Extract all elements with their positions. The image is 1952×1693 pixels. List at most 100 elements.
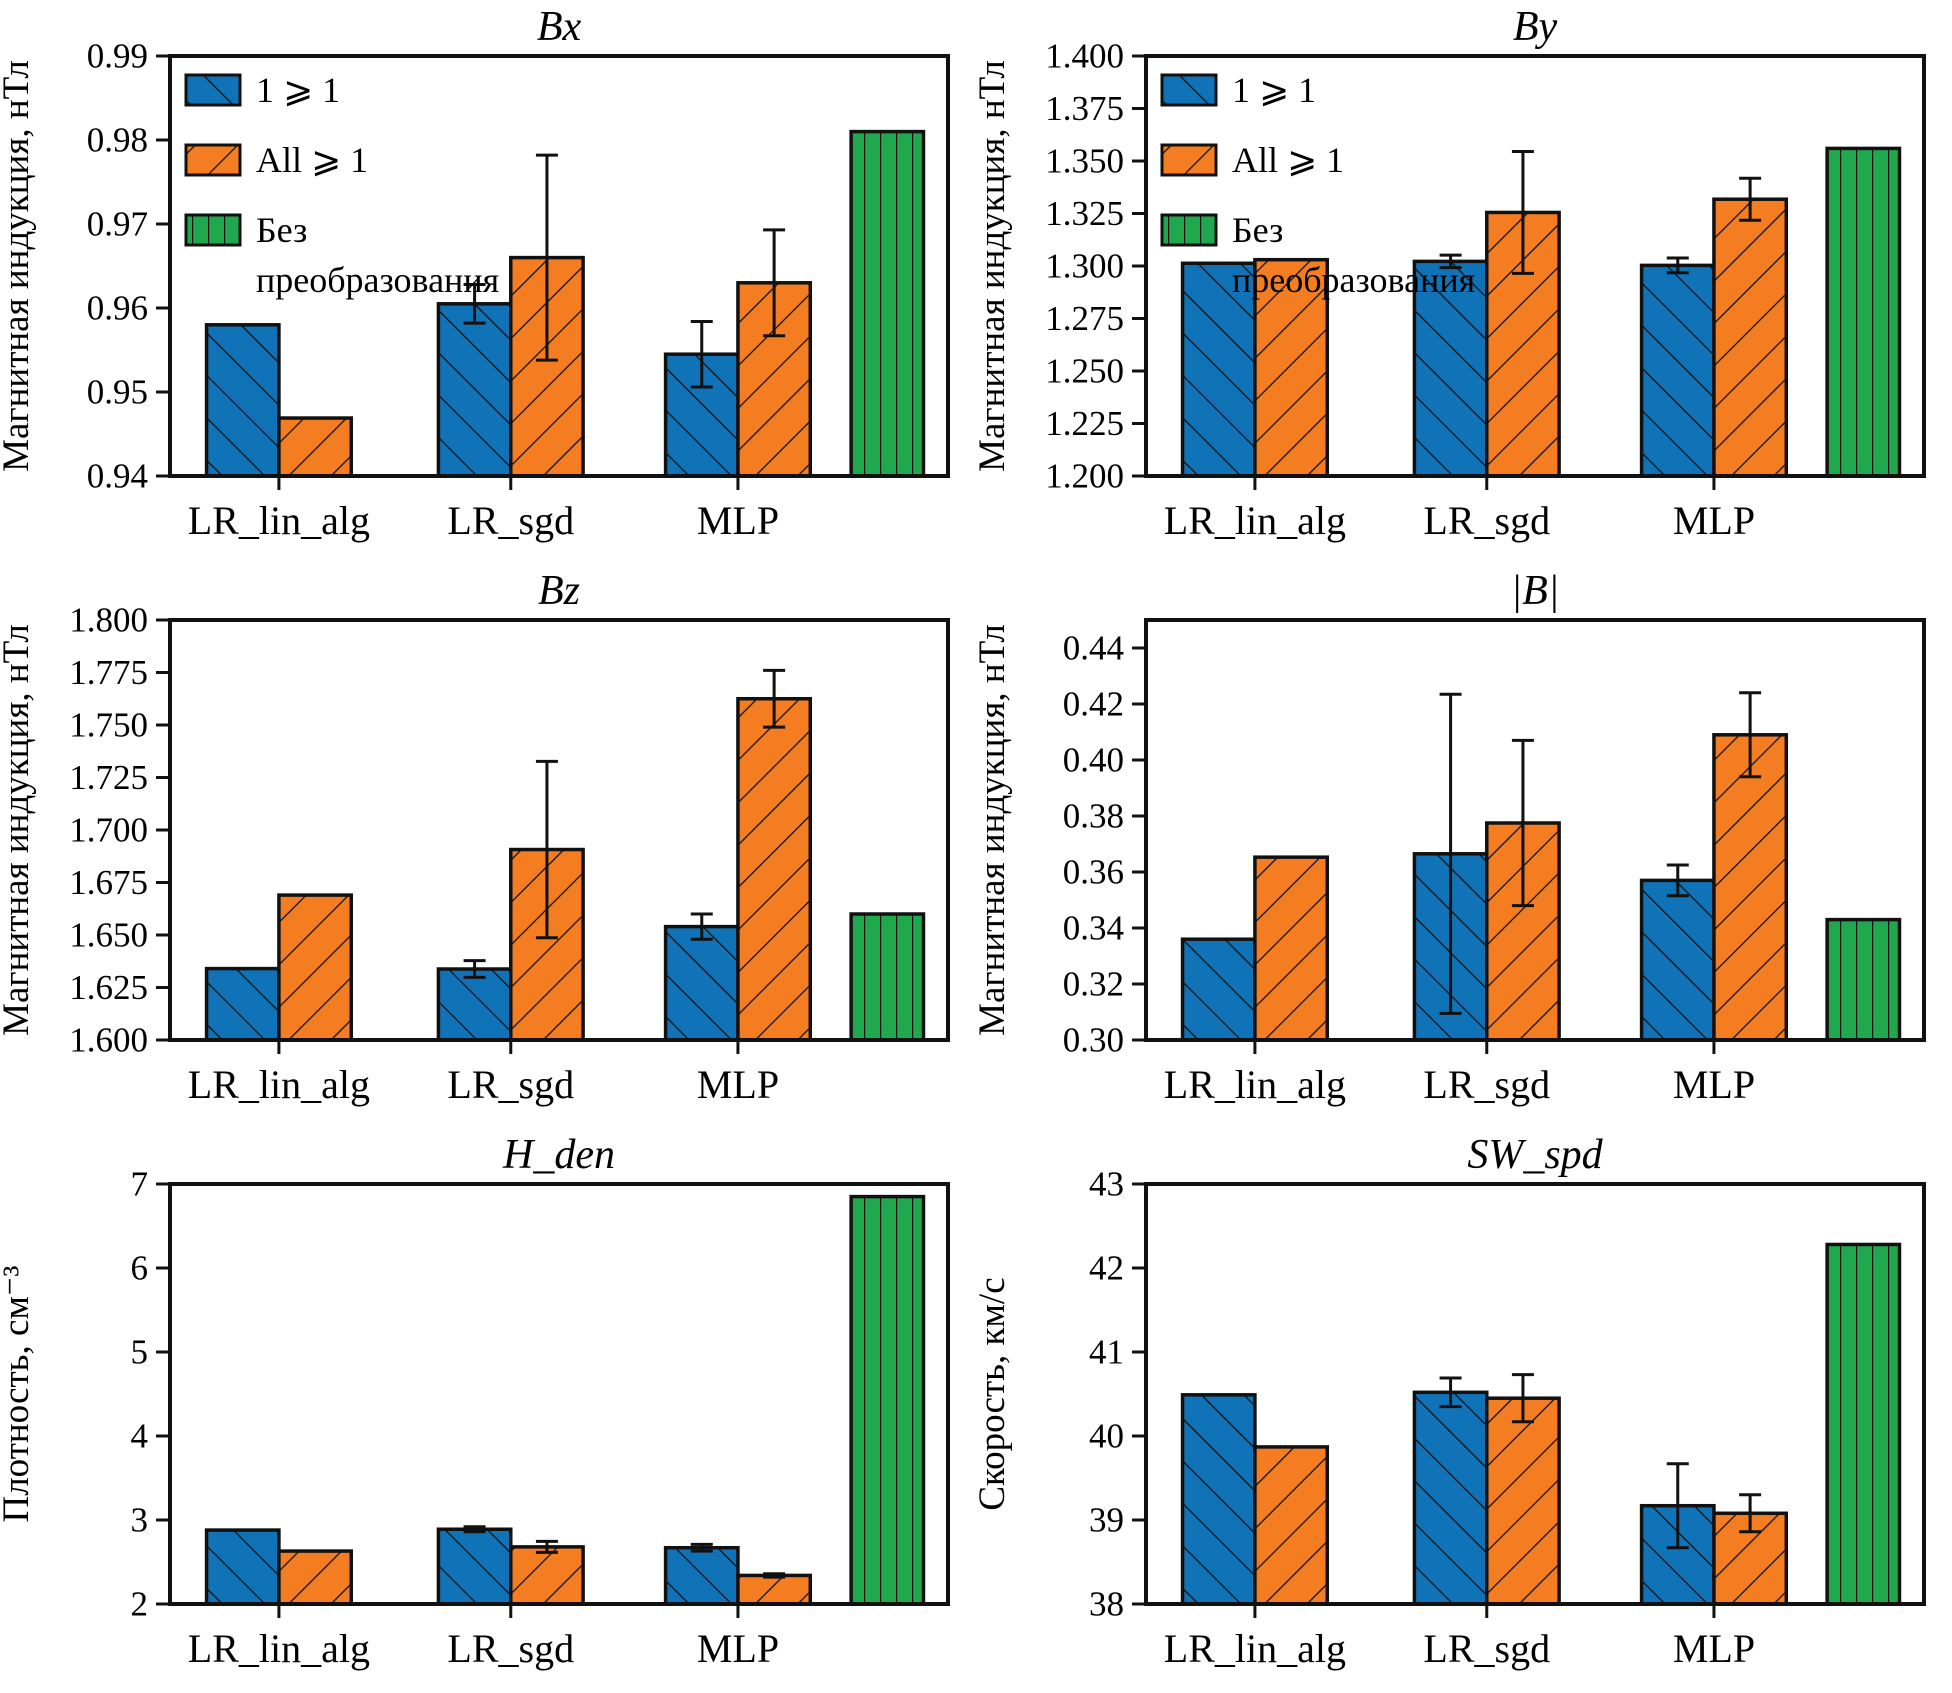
error-bar-series2-LR_sgd xyxy=(535,1539,558,1554)
x-category-label: MLP xyxy=(1673,498,1755,543)
y-tick-label: 40 xyxy=(1089,1417,1124,1456)
y-tick-label: 1.775 xyxy=(69,653,148,692)
legend-label: преобразования xyxy=(1232,260,1475,300)
bar-series1-LR_sgd xyxy=(436,302,513,478)
error-bars xyxy=(463,153,786,389)
bar-series2-LR_lin_alg xyxy=(1253,1445,1330,1606)
bar-series1-MLP xyxy=(1639,878,1716,1042)
y-tick-label: 0.38 xyxy=(1063,797,1124,836)
error-bar-series1-LR_sgd xyxy=(1439,692,1462,1015)
x-category-label: LR_sgd xyxy=(447,498,574,543)
bar-series1-MLP xyxy=(1639,263,1716,478)
x-axis: LR_lin_alg LR_sgd MLP xyxy=(1164,1040,1755,1107)
y-axis: 2 3 4 5 6 7 xyxy=(131,1165,170,1624)
bars xyxy=(204,1194,926,1606)
legend-label: 1 ⩾ 1 xyxy=(256,70,340,110)
chart-sw-spd-canvas: 38 39 40 41 42 43 LR_lin_alg LR_sgd MLP SW_spd Ско… xyxy=(976,1132,1926,1671)
y-tick-label: 4 xyxy=(131,1417,149,1456)
x-category-label: MLP xyxy=(697,1062,779,1107)
chart-bx: 0.94 0.95 0.96 0.97 0.98 0.99 LR_lin_alg LR_sgd… xyxy=(0,0,976,564)
x-category-label: LR_sgd xyxy=(1423,1062,1550,1107)
bar-series3-baseline xyxy=(849,912,926,1042)
chart-by-canvas: 1.200 1.225 1.250 1.275 1.300 1.325 1.350 1.375… xyxy=(976,4,1926,543)
x-category-label: LR_sgd xyxy=(1423,498,1550,543)
legend-swatch xyxy=(1160,213,1218,247)
legend-label: преобразования xyxy=(256,260,499,300)
y-axis: 38 39 40 41 42 43 xyxy=(1089,1165,1146,1624)
y-tick-label: 43 xyxy=(1089,1165,1124,1204)
chart-title: Bz xyxy=(538,568,580,614)
error-bar-series1-LR_sgd xyxy=(463,959,486,979)
bar-series2-MLP xyxy=(1712,197,1789,478)
x-category-label: MLP xyxy=(1673,1062,1755,1107)
y-tick-label: 0.94 xyxy=(87,457,148,496)
plot-frame xyxy=(168,54,950,478)
x-category-label: LR_lin_alg xyxy=(1164,1626,1346,1671)
bar-series3-baseline xyxy=(849,1194,926,1606)
y-tick-label: 1.350 xyxy=(1045,142,1124,181)
bar-series1-LR_lin_alg xyxy=(204,1528,281,1606)
y-tick-label: 0.30 xyxy=(1063,1021,1124,1060)
y-tick-label: 0.96 xyxy=(87,289,148,328)
legend-label: All ⩾ 1 xyxy=(1232,140,1344,180)
y-tick-label: 0.98 xyxy=(87,121,148,160)
y-tick-label: 0.36 xyxy=(1063,853,1124,892)
legend: 1 ⩾ 1 All ⩾ 1 Без преобразования xyxy=(1160,70,1475,300)
chart-title: |B| xyxy=(1511,568,1560,614)
y-tick-label: 2 xyxy=(131,1585,149,1624)
legend-swatch xyxy=(184,143,242,177)
y-tick-label: 1.650 xyxy=(69,916,148,955)
chart-bx-canvas: 0.94 0.95 0.96 0.97 0.98 0.99 LR_lin_alg LR_sgd… xyxy=(0,4,950,543)
bar-series2-MLP xyxy=(736,1573,813,1606)
bars xyxy=(1180,146,1902,478)
y-tick-label: 38 xyxy=(1089,1585,1124,1624)
bars xyxy=(204,697,926,1042)
y-axis-label: Плотность, см⁻³ xyxy=(0,1265,37,1522)
error-bar-series1-LR_sgd xyxy=(463,1525,486,1534)
y-tick-label: 1.400 xyxy=(1045,37,1124,76)
error-bar-series2-LR_sgd xyxy=(535,759,558,940)
x-category-label: LR_lin_alg xyxy=(1164,498,1346,543)
x-axis: LR_lin_alg LR_sgd MLP xyxy=(1164,1604,1755,1671)
error-bar-series1-MLP xyxy=(690,1542,713,1553)
bars xyxy=(204,129,926,478)
error-bar-series1-LR_sgd xyxy=(1439,1376,1462,1409)
y-tick-label: 1.675 xyxy=(69,863,148,902)
y-axis: 1.200 1.225 1.250 1.275 1.300 1.325 1.350 1.375… xyxy=(1045,37,1146,496)
bar-series1-LR_sgd xyxy=(436,967,513,1042)
y-tick-label: 0.95 xyxy=(87,373,148,412)
error-bars xyxy=(463,668,786,979)
x-axis: LR_lin_alg LR_sgd MLP xyxy=(188,1040,779,1107)
legend-item: 1 ⩾ 1 xyxy=(184,70,340,110)
error-bar-series2-MLP xyxy=(763,668,786,729)
y-tick-label: 5 xyxy=(131,1333,149,1372)
y-tick-label: 41 xyxy=(1089,1333,1124,1372)
error-bar-series1-MLP xyxy=(1666,863,1689,898)
x-category-label: LR_sgd xyxy=(447,1626,574,1671)
y-tick-label: 1.300 xyxy=(1045,247,1124,286)
chart-b-abs-canvas: 0.30 0.32 0.34 0.36 0.38 0.40 0.42 0.44 LR_lin_a… xyxy=(976,568,1926,1107)
legend-swatch xyxy=(184,213,242,247)
x-category-label: MLP xyxy=(1673,1626,1755,1671)
legend-label: 1 ⩾ 1 xyxy=(1232,70,1316,110)
bar-series2-MLP xyxy=(1712,733,1789,1042)
x-category-label: LR_lin_alg xyxy=(1164,1062,1346,1107)
y-axis-label: Магнитная индукция, нТл xyxy=(0,624,37,1036)
chart-title: H_den xyxy=(502,1132,615,1178)
chart-h-den: 2 3 4 5 6 7 LR_lin_alg LR_sgd MLP H_den Плотность,… xyxy=(0,1128,976,1692)
x-category-label: LR_lin_alg xyxy=(188,498,370,543)
bar-series2-LR_sgd xyxy=(509,1545,585,1606)
bar-series1-LR_lin_alg xyxy=(1180,937,1257,1042)
y-tick-label: 1.275 xyxy=(1045,299,1124,338)
y-tick-label: 1.600 xyxy=(69,1021,148,1060)
y-tick-label: 1.800 xyxy=(69,601,148,640)
bar-series2-MLP xyxy=(736,697,813,1042)
legend-item: Без преобразования xyxy=(1160,210,1475,300)
bar-series2-LR_lin_alg xyxy=(277,1549,354,1606)
y-axis: 0.94 0.95 0.96 0.97 0.98 0.99 xyxy=(87,37,170,496)
y-tick-label: 6 xyxy=(131,1249,149,1288)
bar-series2-LR_lin_alg xyxy=(1253,257,1330,478)
y-axis-label: Магнитная индукция, нТл xyxy=(976,60,1013,472)
y-tick-label: 1.250 xyxy=(1045,352,1124,391)
